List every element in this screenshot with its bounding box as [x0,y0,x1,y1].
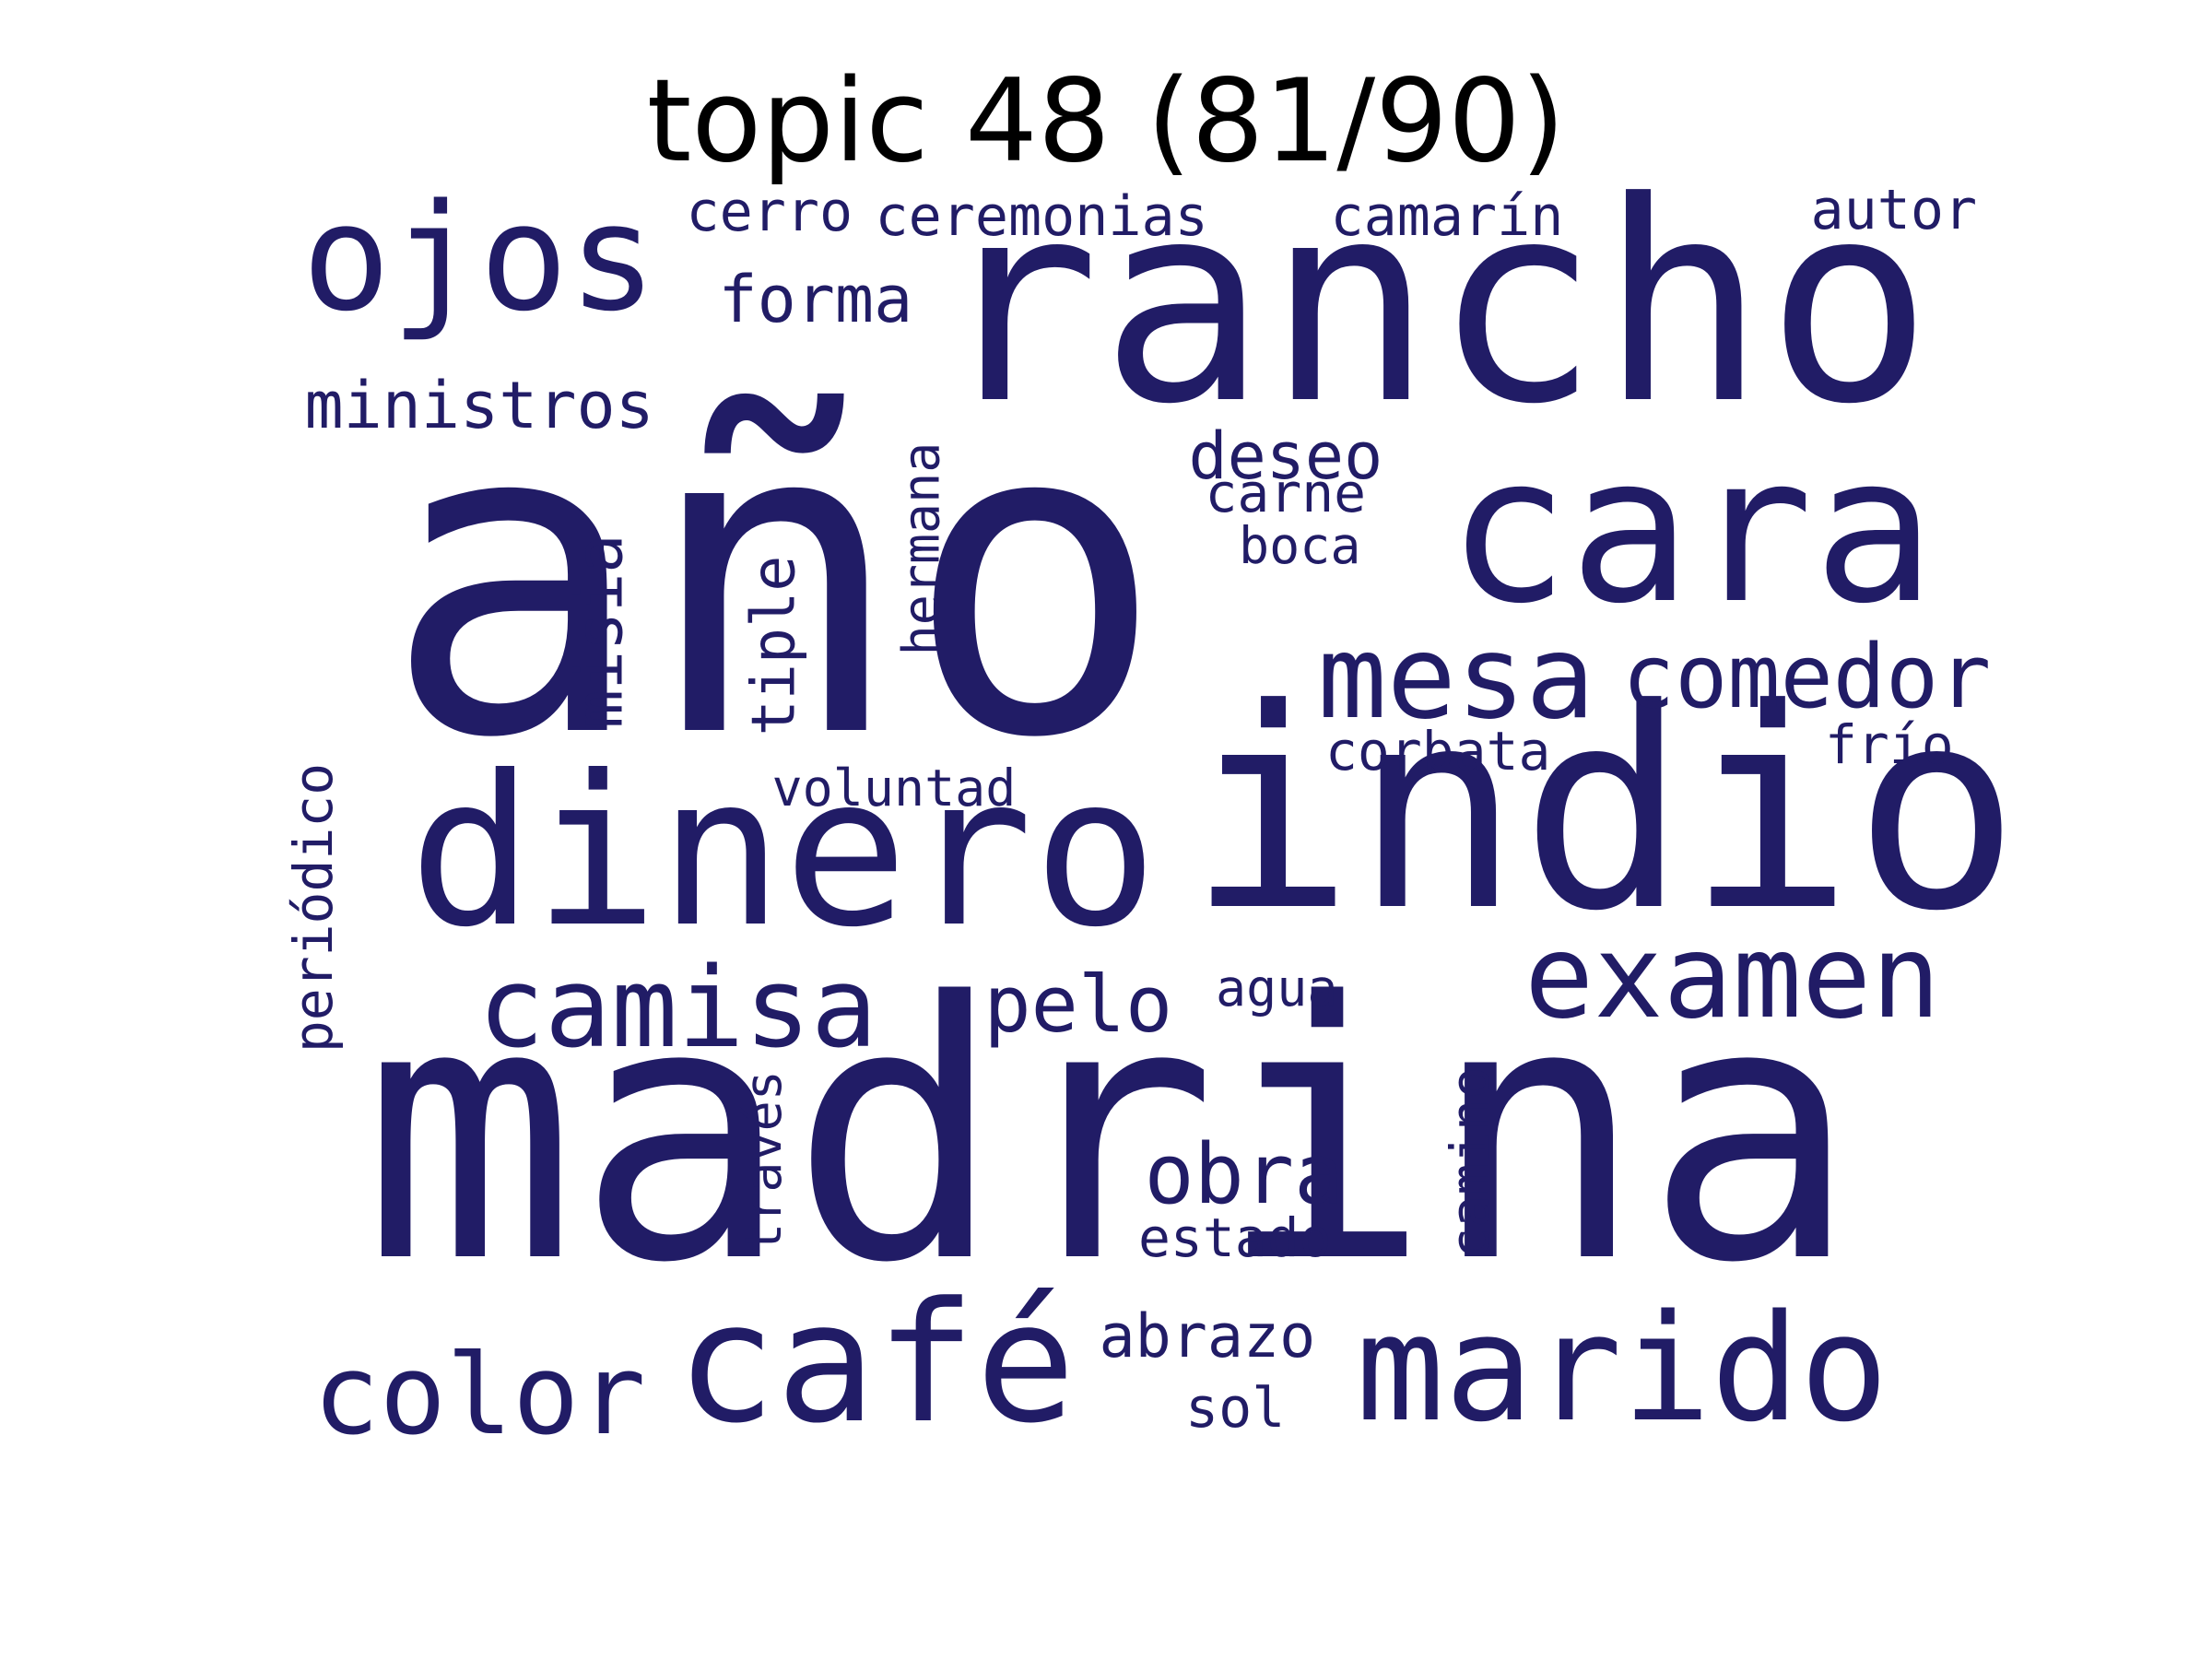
word-abrazo: abrazo [1099,1301,1316,1371]
word-cerro: cerro [686,180,853,244]
word-ojos: ojos [301,171,657,344]
word-madrina: madrina [362,926,1859,1340]
word-misia: misia [560,534,637,729]
word-autor: autor [1810,178,1978,242]
word-estado: estado [1138,1206,1332,1269]
word-corbata: corbata [1325,720,1551,782]
word-examen: examen [1524,910,1941,1044]
word-tiple: tiple [739,555,809,735]
word-mesa: mesa [1317,610,1595,745]
word-hermana: hermana [891,441,951,655]
word-frio: frío [1825,713,1954,776]
word-indio: indio [1187,650,2020,971]
word-sol: sol [1185,1376,1286,1441]
word-rancho: rancho [934,143,1933,465]
word-deseo: deseo [1188,418,1383,494]
page-title: topic 48 (81/90) [646,55,1566,188]
word-ano: año [382,328,1166,832]
word-dinero: dinero [408,731,1159,973]
word-ministros: ministros [304,368,654,443]
word-voluntad: voluntad [771,758,1017,818]
word-ceremonias: ceremonias [875,184,1208,249]
word-agua: agua [1216,958,1338,1018]
word-obra: obra [1144,1126,1345,1223]
word-boca: boca [1239,515,1361,575]
word-forma: forma [718,262,913,337]
word-periodico: periódico [282,762,346,1053]
word-camisa: camisa [477,945,877,1073]
word-cara: cara [1447,412,1936,648]
word-cafe: café [676,1267,1076,1460]
word-color: color [312,1332,646,1460]
word-camarin: camarín [1330,184,1564,249]
word-comedor: comedor [1622,626,1992,728]
word-pelo: pelo [983,959,1173,1051]
word-carne: carne [1205,462,1367,524]
word-traves: través [733,1069,793,1253]
word-camino: camino [1438,1066,1501,1260]
word-marido: marido [1356,1282,1888,1454]
